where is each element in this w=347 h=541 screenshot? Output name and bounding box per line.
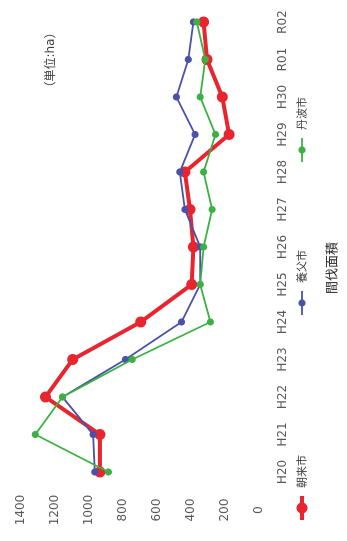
series-3-point-h21 xyxy=(31,430,39,439)
series-1-point-h28 xyxy=(179,166,191,178)
y-tick-label: 800 xyxy=(115,499,129,522)
x-tick-label: H29 xyxy=(275,122,289,146)
x-tick-label: R02 xyxy=(275,10,289,34)
series-3-point-h25 xyxy=(196,280,204,289)
x-tick-label: H26 xyxy=(275,235,289,259)
series-3-point-h28 xyxy=(200,168,208,176)
x-tick-label: H24 xyxy=(275,310,289,334)
series-3-point-r01 xyxy=(201,55,209,64)
legend-label: 朝来市 xyxy=(295,455,309,488)
x-tick-label: H23 xyxy=(275,347,289,371)
series-2-point-h29 xyxy=(191,130,199,139)
series-2-line xyxy=(61,21,202,473)
series-1-point-h26 xyxy=(187,241,199,253)
x-tick-label: R01 xyxy=(275,48,289,72)
legend-swatch-dot xyxy=(298,299,306,307)
y-tick-label: 1000 xyxy=(81,495,95,526)
x-tick-label: H25 xyxy=(275,272,289,296)
legend-label: 丹波市 xyxy=(295,97,309,130)
series-1-point-h27 xyxy=(184,204,196,215)
series-3-point-h30 xyxy=(196,93,204,101)
series-3-point-h29 xyxy=(211,130,220,139)
legend-label: 養父市 xyxy=(295,250,309,283)
x-tick-label: H21 xyxy=(275,422,289,446)
series-1-point-r02 xyxy=(198,16,210,28)
series-3-point-r02 xyxy=(193,18,201,26)
series-2-point-h21 xyxy=(89,430,97,439)
value-axis: 0 200 400 600 800 1000 1200 1400 xyxy=(13,495,265,526)
category-axis: H20 H21 H22 H23 H24 H25 H26 H27 H28 H29 H30 R01 R02 xyxy=(275,10,289,484)
x-tick-label: H22 xyxy=(275,385,289,409)
x-tick-label: H20 xyxy=(275,460,289,484)
series-1-point-h24 xyxy=(135,316,147,328)
series-3-point-h27 xyxy=(208,205,216,214)
legend-swatch-dot xyxy=(298,146,306,154)
series-2-point-h20 xyxy=(91,468,99,476)
series-3-point-h26 xyxy=(200,243,208,251)
series-2-point-r01 xyxy=(184,55,192,64)
unit-label: （単位:ha） xyxy=(42,26,57,93)
y-tick-label: 1200 xyxy=(47,495,61,526)
legend-item-1: 朝来市 xyxy=(295,455,309,520)
series-2-point-h27 xyxy=(181,205,189,214)
series-2-point-h28 xyxy=(176,168,184,176)
y-tick-label: 600 xyxy=(149,499,163,522)
legend-item-3: 丹波市 xyxy=(295,97,309,162)
y-tick-label: 200 xyxy=(217,499,231,522)
series-1-point-h23 xyxy=(67,354,79,365)
plot-area xyxy=(31,16,235,478)
series-2-point-h30 xyxy=(172,93,180,101)
series-1-point-h22 xyxy=(40,391,51,403)
series-2-point-h24 xyxy=(177,318,186,326)
series-3-point-h22 xyxy=(58,393,67,401)
legend-swatch-dot xyxy=(296,502,308,514)
y-tick-label: 0 xyxy=(251,506,265,514)
series-3-point-h24 xyxy=(206,318,214,326)
series-3-point-h20 xyxy=(104,468,112,476)
series-1-point-h25 xyxy=(186,279,198,290)
x-tick-label: H28 xyxy=(275,160,289,184)
legend-item-2: 養父市 xyxy=(295,250,309,315)
series-1-point-h29 xyxy=(223,129,235,140)
x-tick-label: H30 xyxy=(275,85,289,109)
y-tick-label: 400 xyxy=(183,499,197,522)
y-tick-label: 1400 xyxy=(13,495,27,526)
chart-title: 間伐面積 xyxy=(326,242,341,294)
x-tick-label: H27 xyxy=(275,197,289,221)
series-1-point-h30 xyxy=(216,91,228,103)
series-3-point-h23 xyxy=(128,355,136,364)
series-1-point-h21 xyxy=(94,429,106,440)
